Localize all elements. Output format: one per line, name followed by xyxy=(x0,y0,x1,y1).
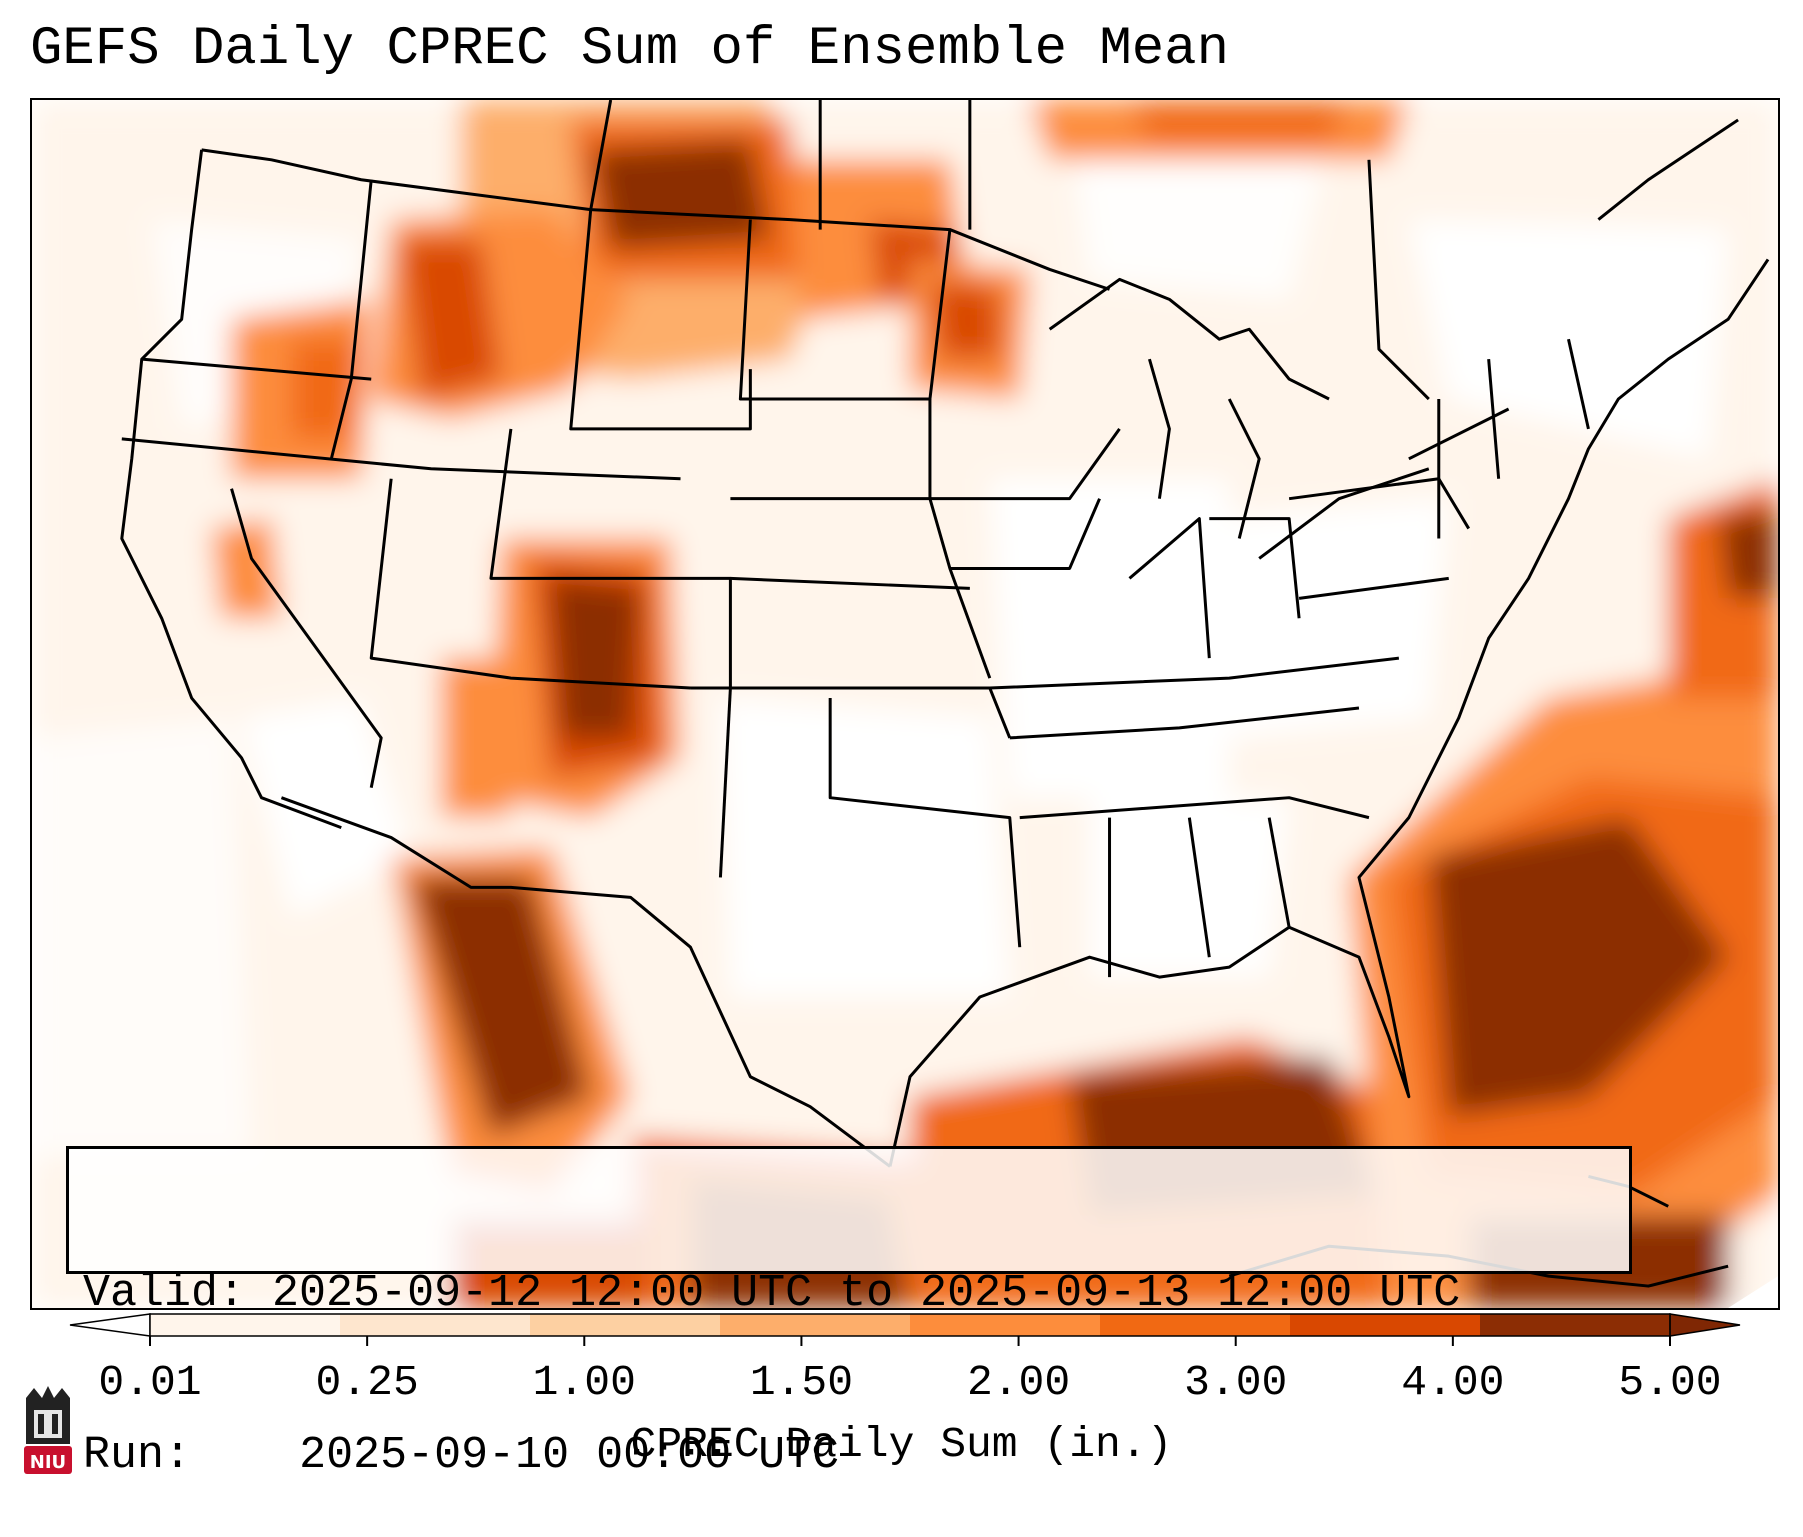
map-panel[interactable] xyxy=(30,98,1780,1310)
valid-line: Valid: 2025-09-12 12:00 UTC to 2025-09-1… xyxy=(83,1267,1629,1321)
colorbar-segment xyxy=(340,1314,531,1336)
run-value: 2025-09-10 00:00 UTC xyxy=(299,1430,840,1481)
colorbar-tick-label: 5.00 xyxy=(1618,1358,1722,1407)
colorbar-segment xyxy=(910,1314,1101,1336)
state-borders xyxy=(120,100,1770,1288)
map-title: GEFS Daily CPREC Sum of Ensemble Mean xyxy=(30,19,1229,80)
run-line: Run: 2025-09-10 00:00 UTC xyxy=(83,1429,1629,1483)
valid-value: 2025-09-12 12:00 UTC to 2025-09-13 12:00… xyxy=(272,1268,1461,1319)
colorbar-segment xyxy=(150,1314,341,1336)
colorbar-tick-label: 3.00 xyxy=(1184,1358,1288,1407)
niu-logo: NIU xyxy=(24,1386,72,1474)
colorbar-tick-label: 1.50 xyxy=(749,1358,854,1407)
precip-map xyxy=(32,100,1778,1308)
colorbar-title: CPREC Daily Sum (in.) xyxy=(630,1420,1173,1469)
colorbar-over-arrow xyxy=(1669,1313,1741,1337)
colorbar-tick-label: 0.01 xyxy=(98,1358,202,1407)
colorbar-under-arrow xyxy=(69,1313,151,1337)
colorbar-segment xyxy=(1480,1314,1671,1336)
logo-text: NIU xyxy=(30,1452,66,1473)
colorbar-segment xyxy=(1290,1314,1481,1336)
run-label: Run: xyxy=(83,1430,192,1481)
colorbar-segment xyxy=(720,1314,911,1336)
valid-label: Valid: xyxy=(83,1268,246,1319)
colorbar-tick-label: 0.25 xyxy=(315,1358,419,1407)
precip-shading xyxy=(32,100,1778,1308)
colorbar-tick-label: 2.00 xyxy=(966,1358,1071,1407)
colorbar-segment xyxy=(530,1314,721,1336)
colorbar-outline xyxy=(149,1313,1671,1337)
validity-info-box: Valid: 2025-09-12 12:00 UTC to 2025-09-1… xyxy=(66,1146,1632,1481)
colorbar-tick-label: 4.00 xyxy=(1401,1358,1505,1407)
colorbar-segment xyxy=(1100,1314,1291,1336)
colorbar xyxy=(69,1313,1741,1346)
colorbar-tick-label: 1.00 xyxy=(532,1358,636,1407)
